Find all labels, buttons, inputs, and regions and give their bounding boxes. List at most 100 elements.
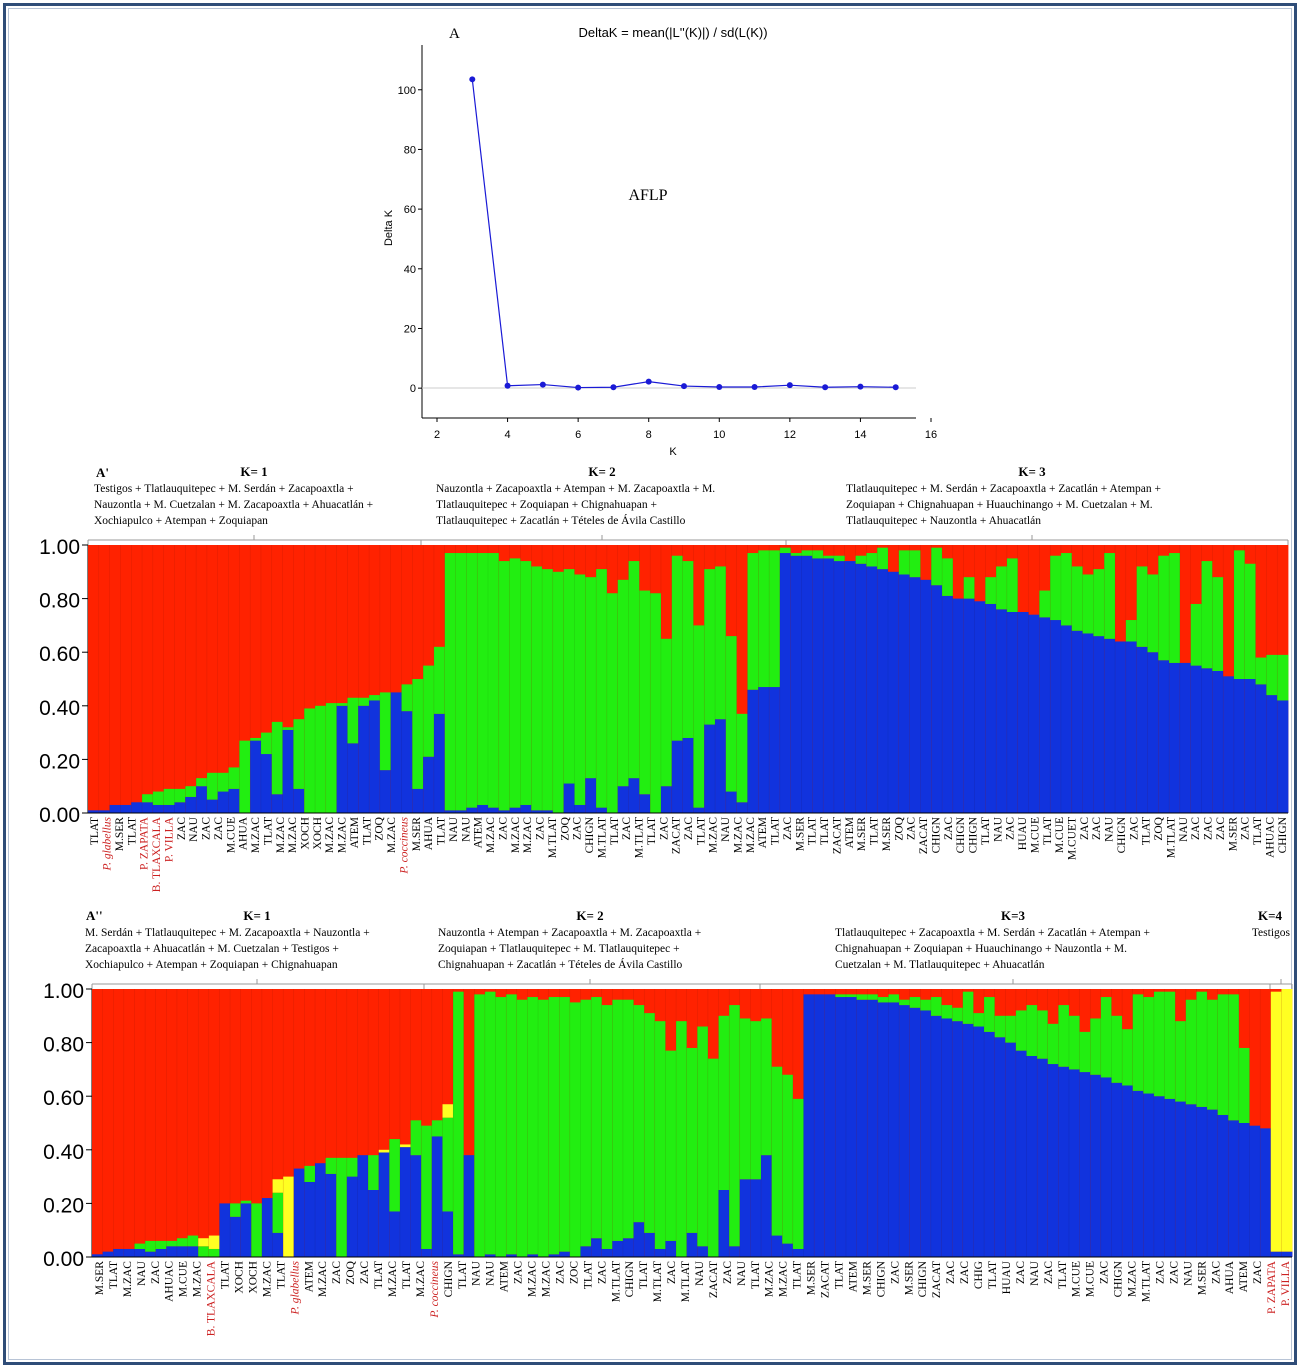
group-members-line: Testigos + Tlatlauquitepec + M. Serdán +… (94, 483, 354, 495)
bar-blue-segment (293, 1168, 305, 1257)
bar-green-segment (596, 569, 608, 808)
sample-label: TLAT (819, 817, 831, 845)
sample-label: NAU (1029, 1260, 1041, 1286)
bar-green-segment (782, 1074, 794, 1244)
y-tick-label: 0.60 (43, 1087, 84, 1110)
bar-blue-segment (506, 1254, 518, 1257)
bar-blue-segment (930, 1015, 942, 1257)
sample-label: M.ZAC (510, 817, 522, 853)
sample-label: ZAC (150, 1261, 162, 1284)
bar-blue-segment (1125, 641, 1138, 813)
sample-label: XOCH (247, 1261, 259, 1294)
bar-blue-segment (520, 804, 532, 813)
sample-label: ZOQ (374, 816, 386, 840)
sample-label: TLAT (436, 817, 448, 845)
bar-blue-segment (1201, 668, 1213, 813)
bar-blue-segment (134, 1248, 146, 1257)
bar-red-segment (293, 989, 305, 1257)
x-tick-label: 8 (646, 429, 652, 441)
bar-blue-segment (628, 778, 640, 813)
bar-green-segment (580, 999, 592, 1247)
bar-red-segment (315, 989, 327, 1257)
bar-blue-segment (1212, 670, 1224, 813)
sample-label: TLAT (1042, 817, 1054, 845)
figure-inner-border (8, 8, 1292, 1360)
sample-label: M.ZAC (275, 817, 287, 853)
sample-label: M.SER (856, 817, 868, 852)
bar-blue-segment (833, 561, 846, 813)
bar-red-segment (399, 989, 411, 1257)
bar-blue-segment (984, 1031, 996, 1257)
bar-yellow-segment (1270, 991, 1282, 1252)
sample-label: M.CUE (1029, 817, 1041, 853)
delta-k-point (716, 383, 723, 390)
bar-green-segment (1068, 1015, 1081, 1070)
sample-label: TLAT (220, 1261, 232, 1289)
sample-label: ZAC (1168, 1261, 1180, 1284)
bar-blue-segment (488, 807, 500, 813)
bar-green-segment (1201, 561, 1213, 669)
bar-red-segment (304, 545, 316, 813)
bar-green-segment (145, 1240, 157, 1252)
sample-label: AHUA (238, 816, 250, 850)
sample-label: ZAC (1203, 817, 1215, 840)
bar-green-segment (833, 555, 846, 562)
bar-blue-segment (931, 585, 943, 813)
bar-blue-segment (176, 1246, 188, 1257)
sample-label: TLAT (401, 1261, 413, 1289)
bar-blue-segment (423, 756, 435, 813)
bar-blue-segment (1260, 1128, 1272, 1257)
bar-green-segment (747, 553, 759, 690)
bar-blue-segment (962, 1023, 974, 1257)
bar-red-segment (131, 545, 143, 813)
bar-blue-segment (1153, 1096, 1165, 1257)
bar-red-segment (368, 989, 380, 1257)
bar-blue-segment (1249, 1125, 1261, 1257)
bar-blue-segment (1147, 652, 1159, 813)
bar-blue-segment (563, 783, 575, 813)
group-label: K= 2 (576, 908, 603, 923)
bar-green-segment (552, 571, 565, 813)
bar-red-segment (198, 989, 210, 1257)
bar-green-segment (855, 555, 867, 564)
group-members-line: Tlatlauquitepec + Zacapoaxtla + M. Serdá… (835, 927, 1150, 939)
bar-blue-segment (421, 1248, 433, 1257)
sample-label: TLAT (834, 1261, 846, 1289)
group-label: K= 3 (1018, 464, 1046, 479)
sample-label: ZAC (1015, 1261, 1027, 1284)
sample-label: ATEM (1238, 1261, 1250, 1292)
bar-blue-segment (1104, 638, 1116, 813)
bar-blue-segment (509, 807, 521, 813)
bar-green-segment (654, 1021, 666, 1249)
bar-green-segment (379, 692, 392, 771)
bar-blue-segment (163, 804, 175, 813)
bar-green-segment (433, 646, 446, 714)
bar-green-segment (736, 713, 748, 803)
bar-red-segment (217, 545, 229, 813)
bar-green-segment (650, 593, 662, 813)
bar-green-segment (304, 708, 316, 813)
bar-green-segment (856, 994, 868, 1000)
bar-red-segment (1249, 989, 1261, 1257)
bar-green-segment (877, 547, 889, 570)
bar-green-segment (516, 999, 528, 1257)
sample-label: CHIGN (955, 816, 967, 853)
bar-green-segment (163, 788, 175, 805)
bar-green-segment (1164, 991, 1176, 1099)
sample-label: ATEM (303, 1261, 315, 1292)
bar-green-segment (718, 1015, 730, 1190)
group-members-line: Nauzontla + Zacapoaxtla + Atempan + M. Z… (436, 483, 715, 495)
bar-green-segment (1093, 569, 1105, 637)
bar-blue-segment (410, 1155, 422, 1257)
bar-green-segment (527, 997, 539, 1255)
sample-label: AHUA (423, 816, 435, 850)
bar-red-segment (261, 989, 273, 1257)
sample-label: ZAC (1091, 817, 1103, 840)
bar-red-segment (358, 545, 370, 813)
bar-blue-segment (152, 804, 165, 813)
bar-blue-segment (155, 1248, 167, 1257)
group-members-line: Tlatlauquitepec + Nauzontla + Ahuacatlán (846, 515, 1041, 527)
bar-green-segment (1039, 590, 1051, 618)
bar-blue-segment (145, 1251, 157, 1257)
bar-blue-segment (1238, 1123, 1250, 1257)
